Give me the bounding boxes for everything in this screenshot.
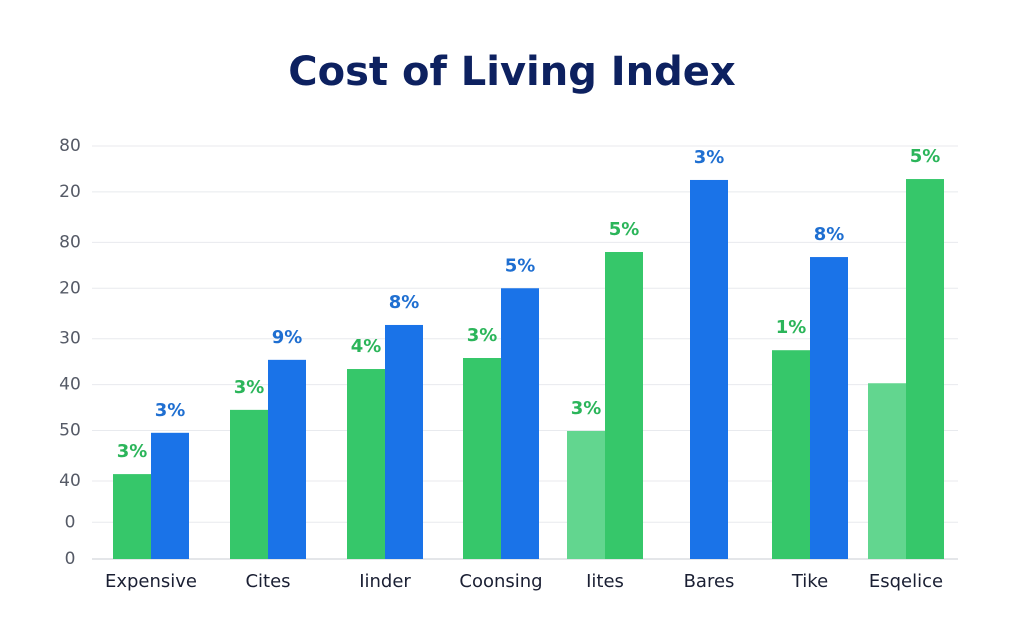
- y-tick-label: 40: [59, 375, 81, 395]
- y-tick-label: 30: [59, 329, 81, 349]
- bar: [113, 474, 151, 559]
- x-tick-label: Tike: [791, 571, 828, 592]
- bar: [151, 432, 189, 559]
- value-label: 3%: [117, 441, 148, 462]
- value-label: 9%: [272, 327, 303, 348]
- value-label: 5%: [910, 146, 941, 167]
- y-tick-label: 50: [59, 421, 81, 441]
- value-label: 4%: [351, 336, 382, 357]
- bar: [868, 383, 906, 559]
- x-tick-label: Coonsing: [459, 571, 542, 592]
- y-tick-label: 80: [59, 136, 81, 156]
- value-label: 5%: [505, 255, 536, 276]
- bar: [501, 288, 539, 559]
- y-tick-label: 80: [59, 232, 81, 252]
- bar: [605, 252, 643, 559]
- bar: [463, 358, 501, 559]
- x-tick-label: Cites: [245, 571, 290, 592]
- y-tick-label: 20: [59, 278, 81, 298]
- bar: [385, 324, 423, 559]
- value-label: 3%: [234, 377, 265, 398]
- bar: [906, 179, 944, 560]
- chart-title: Cost of Living Index: [288, 49, 736, 95]
- bar: [772, 350, 810, 559]
- x-tick-label: Iinder: [359, 571, 411, 592]
- value-label: 3%: [467, 325, 498, 346]
- value-label: 8%: [389, 292, 420, 313]
- x-tick-label: Esqelice: [869, 571, 943, 592]
- value-label: 3%: [155, 400, 186, 421]
- y-tick-label: 20: [59, 182, 81, 202]
- bar: [347, 369, 385, 559]
- bar: [268, 359, 306, 559]
- y-tick-label: 40: [59, 471, 81, 491]
- x-tick-label: Expensive: [105, 571, 197, 592]
- bar: [567, 430, 605, 559]
- bar: [690, 179, 728, 560]
- value-label: 3%: [571, 398, 602, 419]
- x-tick-label: Iites: [586, 571, 624, 592]
- value-label: 5%: [609, 219, 640, 240]
- bar: [230, 409, 268, 559]
- y-tick-label: 0: [65, 512, 76, 532]
- bar: [810, 257, 848, 559]
- value-label: 1%: [776, 317, 807, 338]
- x-tick-label: Bares: [684, 571, 735, 592]
- y-tick-label: 0: [65, 549, 76, 569]
- value-label: 8%: [814, 224, 845, 245]
- value-label: 3%: [694, 147, 725, 168]
